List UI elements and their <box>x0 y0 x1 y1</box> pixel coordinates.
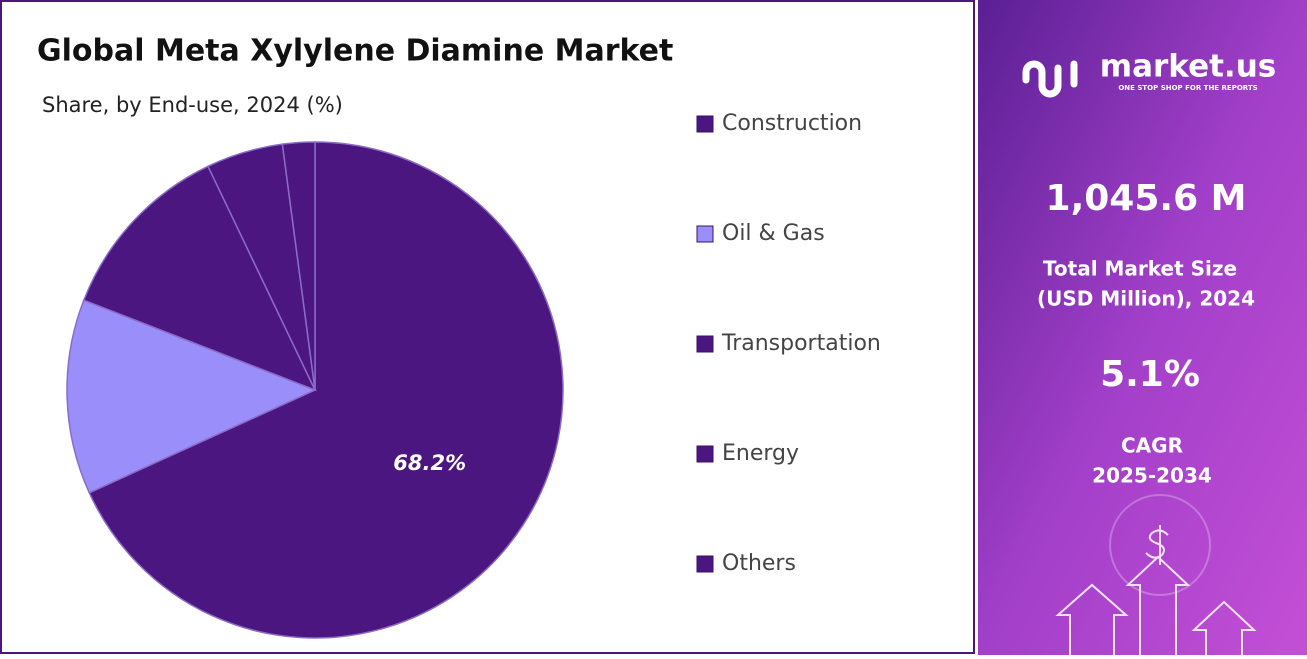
legend-label: Energy <box>722 441 799 466</box>
legend-label: Construction <box>722 111 862 136</box>
pie: 68.2% <box>66 141 564 639</box>
legend-swatch <box>696 445 714 463</box>
data-label: 68.2% <box>393 451 466 475</box>
pie-slice <box>88 141 564 639</box>
cagr-label: 2025-2034 <box>1092 464 1212 488</box>
market-size-label: (USD Million), 2024 <box>1037 287 1255 311</box>
legend-swatch <box>696 115 714 133</box>
chart-subtitle: Share, by End-use, 2024 (%) <box>42 93 343 117</box>
stats-panel <box>978 0 1307 655</box>
pie-slice <box>281 141 316 391</box>
market-size-label: Total Market Size <box>1043 257 1237 281</box>
legend: Construction Oil & Gas Transportation Energ… <box>696 111 881 576</box>
pie-slice <box>82 165 317 392</box>
brand-name: market.us <box>1100 49 1276 85</box>
market-size: 1,045.6 M <box>1046 178 1247 219</box>
legend-label: Oil & Gas <box>722 221 825 246</box>
legend-label: Others <box>722 551 796 576</box>
pie-slice <box>66 299 317 494</box>
legend-label: Transportation <box>721 331 881 356</box>
brand-tagline: ONE STOP SHOP FOR THE REPORTS <box>1118 84 1257 92</box>
cagr-label: CAGR <box>1121 434 1183 458</box>
decor-arrows <box>1055 494 1257 655</box>
legend-swatch <box>696 225 714 243</box>
legend-swatch <box>696 335 714 353</box>
chart-title: Global Meta Xylylene Diamine Market <box>37 34 673 69</box>
logo-icon <box>1022 60 1078 98</box>
cagr-value: 5.1% <box>1100 354 1200 395</box>
legend-swatch <box>696 555 714 573</box>
